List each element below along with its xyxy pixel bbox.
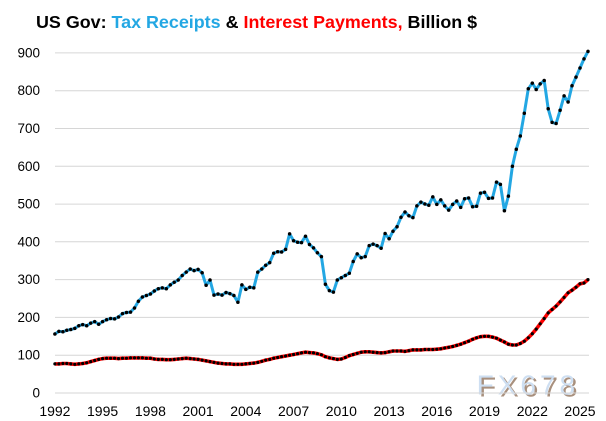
- svg-text:2016: 2016: [421, 403, 452, 419]
- svg-text:500: 500: [17, 197, 40, 212]
- svg-text:800: 800: [17, 83, 40, 98]
- svg-text:2013: 2013: [374, 403, 405, 419]
- svg-text:US Gov: Tax Receipts & Interes: US Gov: Tax Receipts & Interest Payments…: [36, 12, 477, 32]
- svg-text:0: 0: [32, 386, 40, 401]
- svg-text:2004: 2004: [230, 403, 261, 419]
- svg-text:1998: 1998: [135, 403, 166, 419]
- svg-text:FX678: FX678: [477, 369, 579, 400]
- svg-text:400: 400: [17, 234, 40, 249]
- svg-text:2007: 2007: [278, 403, 309, 419]
- svg-text:2019: 2019: [469, 403, 500, 419]
- svg-text:100: 100: [17, 348, 40, 363]
- svg-text:2001: 2001: [183, 403, 214, 419]
- svg-text:1992: 1992: [39, 403, 70, 419]
- svg-text:2022: 2022: [517, 403, 548, 419]
- svg-text:700: 700: [17, 121, 40, 136]
- svg-text:FX678: FX678: [479, 372, 582, 403]
- svg-text:2010: 2010: [326, 403, 357, 419]
- svg-text:900: 900: [17, 45, 40, 60]
- svg-text:1995: 1995: [87, 403, 118, 419]
- svg-text:300: 300: [17, 272, 40, 287]
- svg-text:2025: 2025: [564, 403, 595, 419]
- svg-text:200: 200: [17, 310, 40, 325]
- svg-text:600: 600: [17, 159, 40, 174]
